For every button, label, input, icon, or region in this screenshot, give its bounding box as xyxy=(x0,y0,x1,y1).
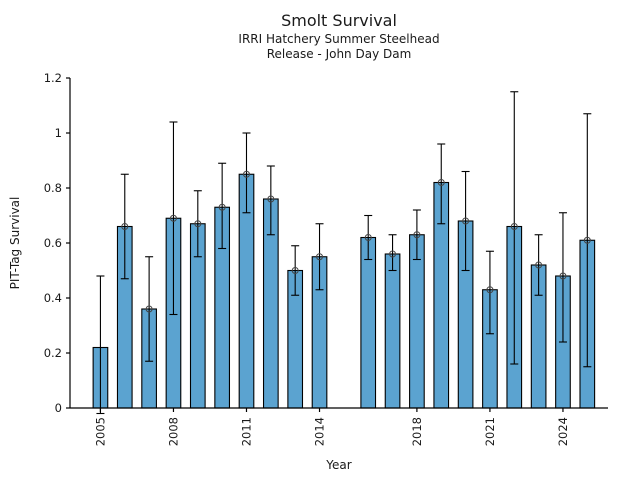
y-tick-label-0: 0 xyxy=(55,401,62,415)
chart-subtitle-line1: IRRI Hatchery Summer Steelhead xyxy=(238,32,440,46)
x-tick-label-2021: 2021 xyxy=(483,417,497,446)
point-marker-2018 xyxy=(413,231,421,239)
chart-title: Smolt Survival xyxy=(281,11,397,30)
point-marker-2021 xyxy=(486,286,494,294)
point-marker-2012 xyxy=(267,195,275,203)
x-tick-label-2024: 2024 xyxy=(556,417,570,446)
point-marker-2016 xyxy=(364,234,372,241)
x-tick-label-2011: 2011 xyxy=(240,417,254,446)
point-marker-2020 xyxy=(462,217,470,225)
x-axis-label: Year xyxy=(326,458,352,472)
y-tick-label-0.2: 0.2 xyxy=(44,346,62,360)
x-tick-label-2005: 2005 xyxy=(93,417,107,446)
point-marker-2007 xyxy=(145,305,153,313)
bar-2017 xyxy=(384,253,401,409)
y-tick-label-0.4: 0.4 xyxy=(44,291,62,305)
y-tick-label-0.6: 0.6 xyxy=(44,236,62,250)
point-marker-2025 xyxy=(583,236,591,244)
point-marker-2017 xyxy=(389,250,397,258)
x-tick-label-2018: 2018 xyxy=(410,417,424,446)
bar-2016 xyxy=(360,236,377,409)
y-axis-label: PIT-Tag Survival xyxy=(8,196,22,290)
point-marker-2023 xyxy=(535,261,543,269)
point-marker-2010 xyxy=(218,203,226,211)
y-tick-label-1.2: 1.2 xyxy=(44,71,62,85)
point-marker-2013 xyxy=(291,267,299,274)
point-marker-2014 xyxy=(316,253,324,261)
y-tick-label-0.8: 0.8 xyxy=(44,181,62,195)
x-tick-label-2014: 2014 xyxy=(313,417,327,446)
bar-2018 xyxy=(409,234,425,409)
point-marker-2024 xyxy=(559,272,567,280)
point-marker-2011 xyxy=(242,170,250,178)
chart-subtitle-line2: Release - John Day Dam xyxy=(266,47,412,61)
x-tick-label-2008: 2008 xyxy=(166,417,180,446)
point-marker-2008 xyxy=(169,214,177,222)
y-tick-label-1: 1 xyxy=(55,126,62,140)
point-marker-2006 xyxy=(121,223,129,230)
point-marker-2022 xyxy=(510,223,518,230)
point-marker-2009 xyxy=(194,220,202,228)
point-marker-2019 xyxy=(437,179,445,186)
